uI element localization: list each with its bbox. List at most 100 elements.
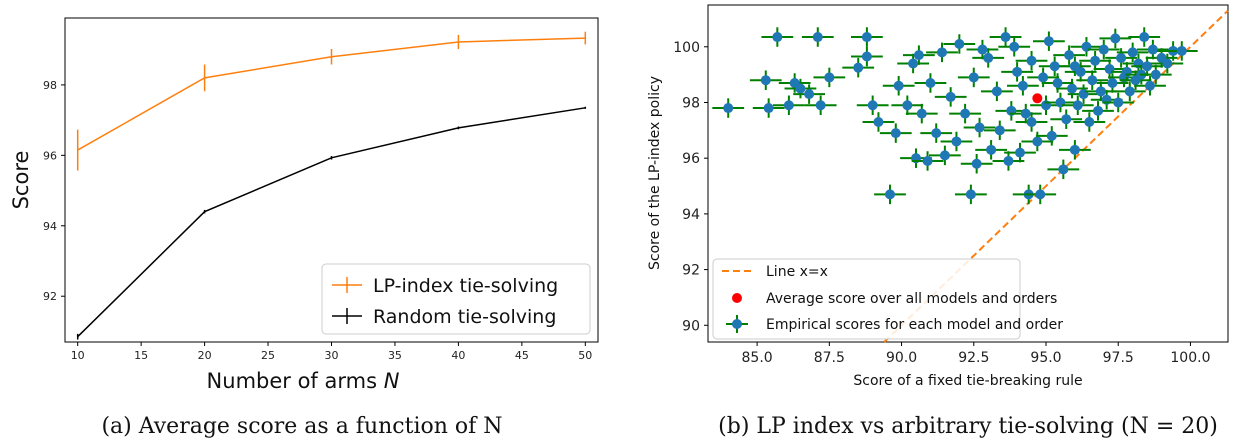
panel-b-point-marker [986, 144, 997, 155]
panel-b-point [1134, 76, 1166, 96]
panel-b-y-tick-label: 100 [673, 40, 700, 56]
panel-b-point-marker [812, 32, 823, 43]
panel-a-legend-label: Random tie-solving [373, 306, 556, 328]
panel-a-x-ticks: 10 15 20 25 30 35 40 45 50 [71, 342, 592, 362]
panel-b-point-marker [1020, 108, 1031, 119]
panel-b-point [949, 103, 981, 124]
panel-b-point-marker [1090, 55, 1101, 66]
panel-a-legend: LP-index tie-solving Random tie-solving [321, 263, 591, 335]
panel-b-point [1131, 56, 1163, 77]
panel-b-point [1059, 56, 1091, 77]
panel-b-point-marker [783, 100, 794, 111]
panel-b-point-marker [1150, 69, 1161, 80]
panel-b-point [1139, 64, 1172, 85]
panel-b-point-marker [885, 189, 895, 200]
panel-b-point [955, 184, 987, 205]
panel-b-point-marker [1064, 50, 1075, 61]
panel-b-point-marker [867, 100, 878, 111]
panel-a-x-axis-label: Number of arms N [207, 369, 400, 393]
panel-b-point-marker [1139, 32, 1150, 43]
panel-b-legend: Line x=x Average score over all models an… [712, 258, 1063, 340]
panel-b-point [793, 84, 825, 104]
panel-b-point-marker [939, 150, 950, 161]
panel-b-point-marker [1084, 116, 1095, 127]
panel-b-point-marker [908, 58, 919, 69]
panel-b-point [966, 39, 999, 60]
panel-b-legend-box [712, 258, 1021, 340]
panel-b-point-marker [983, 52, 994, 63]
panel-b-point-marker [772, 32, 783, 43]
panel-b-point-marker [1095, 86, 1106, 97]
panel-b-point [1061, 95, 1094, 116]
panel-b-point-marker [931, 128, 942, 139]
panel-b-point [874, 184, 906, 205]
panel-b-point-marker [916, 108, 927, 119]
panel-b-point-marker [1003, 155, 1014, 166]
panel-b-point [879, 123, 912, 143]
panel-b-legend-emp-swatch [726, 315, 748, 333]
panel-b-point [960, 154, 993, 174]
panel-a-y-axis-label: Score [9, 151, 33, 210]
panel-b-point [891, 95, 924, 116]
panel-b-point [1024, 184, 1057, 205]
panel-b-point [1015, 50, 1048, 71]
panel-a-legend-box [321, 263, 591, 335]
panel-b-point-marker [937, 47, 947, 58]
panel-b-average-group [1032, 93, 1043, 104]
panel-b-legend-label: Line x=x [766, 264, 828, 280]
panel-b-caption: (b) LP index vs arbitrary tie-solving (N… [718, 414, 1218, 439]
panel-b-point-marker [824, 72, 835, 83]
panel-b-point-marker [974, 122, 985, 133]
panel-b-point [1015, 112, 1048, 132]
panel-b-point-marker [1043, 36, 1054, 47]
panel-b-point [1009, 103, 1042, 124]
panel-b-point-marker [945, 91, 956, 102]
panel-b-point [897, 53, 929, 74]
panel-b-point [801, 27, 834, 47]
panel-b-point [1073, 112, 1106, 132]
panel-b-point-marker [1058, 164, 1069, 175]
panel-b-point [778, 73, 811, 93]
panel-b-y-tick-label: 94 [682, 207, 700, 223]
panel-a-caption: (a) Average score as a function of N [101, 414, 502, 439]
panel-b-point-marker [1026, 55, 1037, 66]
panel-b-point [804, 95, 837, 116]
panel-b-average-point [1032, 93, 1043, 104]
panel-b-point [856, 95, 889, 116]
panel-b-point [926, 42, 958, 63]
panel-b-point-marker [760, 75, 771, 86]
panel-b-point-marker [890, 128, 901, 139]
panel-b-point [1033, 31, 1065, 51]
panel-b-point-marker [954, 38, 965, 49]
panel-b-point [911, 151, 944, 171]
panel-b-point [1001, 62, 1033, 82]
panel-b-x-tick-label: 85.0 [742, 350, 773, 366]
panel-b-y-tick-label: 98 [682, 95, 700, 111]
panel-b-point-marker [965, 189, 976, 200]
panel-a-x-tick-label: 20 [198, 349, 212, 362]
panel-b-point-marker [1116, 52, 1127, 63]
panel-b-point-marker [968, 72, 979, 83]
panel-b-y-tick-label: 96 [682, 151, 700, 167]
panel-b-point [1137, 39, 1169, 60]
panel-b-point-marker [861, 51, 872, 62]
panel-b-point-marker [1098, 44, 1109, 55]
panel-b-point-marker [1012, 66, 1023, 77]
panel-b-point [981, 81, 1013, 102]
panel-b-point-marker [873, 116, 884, 127]
panel-b-point [920, 123, 953, 143]
panel-b-point-marker [1067, 83, 1077, 94]
panel-a-y-ticks: 92 94 96 98 [43, 79, 65, 303]
panel-b-point [1004, 142, 1036, 163]
panel-b-x-axis-label: Score of a fixed tie-breaking rule [853, 373, 1082, 389]
panel-b-points [712, 27, 1198, 205]
panel-b-point-marker [902, 100, 913, 111]
panel-b-point-marker [1142, 61, 1153, 72]
panel-b-point-marker [1035, 189, 1046, 200]
panel-b-point-marker [1049, 61, 1060, 72]
panel-b-point [940, 131, 973, 152]
panel-b-point-marker [1145, 80, 1155, 91]
panel-b-legend-label: Empirical scores for each model and orde… [766, 317, 1063, 333]
panel-a-y-tick-label: 94 [43, 220, 57, 233]
panel-b-point-marker [1124, 86, 1135, 97]
